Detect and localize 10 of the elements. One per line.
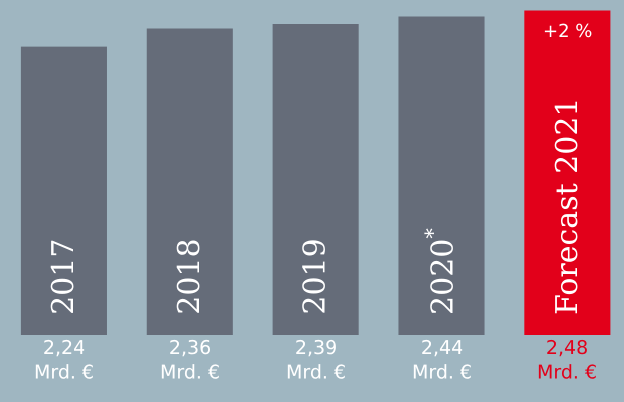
x-tick-label: 2017 xyxy=(46,238,81,315)
annotation: +2 % xyxy=(543,21,592,42)
data-label: 2,24 Mrd. € xyxy=(34,337,94,384)
data-label: 2,36 Mrd. € xyxy=(160,337,220,384)
x-tick-label: 2019 xyxy=(298,238,333,315)
data-label: 2,48 Mrd. € xyxy=(537,337,598,384)
data-label: 2,44 Mrd. € xyxy=(412,337,472,384)
x-tick-label: 2018 xyxy=(172,238,207,315)
data-label: 2,39 Mrd. € xyxy=(286,337,346,384)
x-tick-label: Forecast 2021 xyxy=(550,97,585,315)
